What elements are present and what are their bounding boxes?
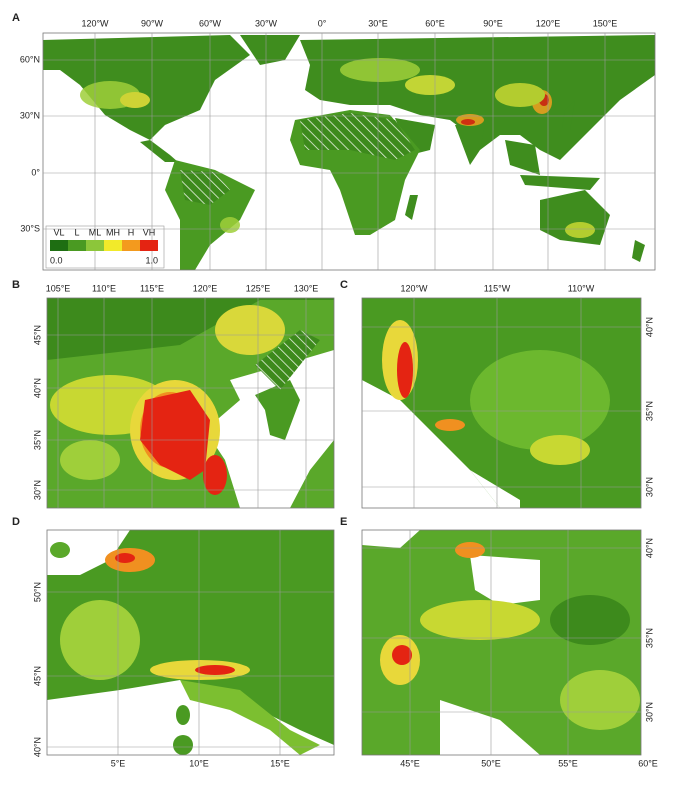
- x-tick-label: 45°E: [400, 758, 420, 768]
- x-tick-label: 105°E: [46, 283, 71, 293]
- panel-letter: E: [340, 516, 347, 528]
- panel-letter: C: [340, 279, 348, 291]
- y-tick-label: 45°N: [32, 666, 42, 686]
- legend-swatch: [86, 240, 104, 251]
- x-tick-label: 0°: [318, 18, 327, 28]
- x-tick-label: 10°E: [189, 758, 209, 768]
- y-tick-label: 40°N: [644, 538, 654, 558]
- x-tick-label: 30°W: [255, 18, 278, 28]
- x-tick-label: 15°E: [270, 758, 290, 768]
- legend-swatch: [140, 240, 158, 251]
- x-tick-label: 115°E: [140, 283, 164, 293]
- legend-label: ML: [89, 227, 102, 237]
- panel-letter: A: [12, 12, 20, 24]
- map-middle-east: [362, 530, 641, 755]
- y-tick-label: 50°N: [32, 582, 42, 602]
- legend-min: 0.0: [50, 255, 63, 265]
- legend-label: VL: [53, 227, 64, 237]
- legend-label: H: [128, 227, 135, 237]
- y-tick-label: 30°N: [644, 702, 654, 722]
- x-tick-label: 5°E: [111, 758, 126, 768]
- y-tick-label: 45°N: [32, 325, 42, 345]
- x-tick-label: 60°W: [199, 18, 222, 28]
- legend-label: MH: [106, 227, 120, 237]
- x-tick-label: 120°W: [81, 18, 109, 28]
- y-tick-label: 40°N: [32, 378, 42, 398]
- y-tick-label: 40°N: [32, 737, 42, 757]
- y-tick-label: 60°N: [20, 54, 40, 64]
- x-tick-label: 110°W: [568, 283, 595, 293]
- legend-label: VH: [143, 227, 156, 237]
- x-tick-label: 125°E: [246, 283, 271, 293]
- x-tick-label: 90°W: [141, 18, 164, 28]
- x-tick-label: 130°E: [294, 283, 319, 293]
- x-tick-label: 150°E: [593, 18, 618, 28]
- x-tick-label: 120°E: [193, 283, 218, 293]
- y-tick-label: 35°N: [32, 430, 42, 450]
- y-tick-label: 30°N: [20, 110, 40, 120]
- y-tick-label: 35°N: [644, 628, 654, 648]
- x-tick-label: 115°W: [484, 283, 511, 293]
- y-tick-label: 30°N: [32, 480, 42, 500]
- legend-swatch: [50, 240, 68, 251]
- x-tick-label: 50°E: [481, 758, 501, 768]
- x-tick-label: 90°E: [483, 18, 503, 28]
- x-tick-label: 120°W: [400, 283, 428, 293]
- legend-swatch: [68, 240, 86, 251]
- legend-swatch: [122, 240, 140, 251]
- y-tick-label: 40°N: [644, 317, 654, 337]
- x-tick-label: 60°E: [638, 758, 658, 768]
- map-europe: [47, 530, 334, 755]
- x-tick-label: 110°E: [92, 283, 116, 293]
- legend-swatch: [104, 240, 122, 251]
- x-tick-label: 55°E: [558, 758, 578, 768]
- map-north-china: [47, 298, 334, 508]
- x-tick-label: 120°E: [536, 18, 561, 28]
- y-tick-label: 35°N: [644, 401, 654, 421]
- panel-letter: B: [12, 279, 20, 291]
- y-tick-label: 0°: [31, 167, 40, 177]
- y-tick-label: 30°N: [644, 477, 654, 497]
- panel-letter: D: [12, 516, 20, 528]
- x-tick-label: 30°E: [368, 18, 388, 28]
- y-tick-label: 30°S: [20, 223, 40, 233]
- map-southwest-us: [362, 298, 641, 508]
- x-tick-label: 60°E: [425, 18, 445, 28]
- legend-label: L: [74, 227, 79, 237]
- legend-max: 1.0: [145, 255, 158, 265]
